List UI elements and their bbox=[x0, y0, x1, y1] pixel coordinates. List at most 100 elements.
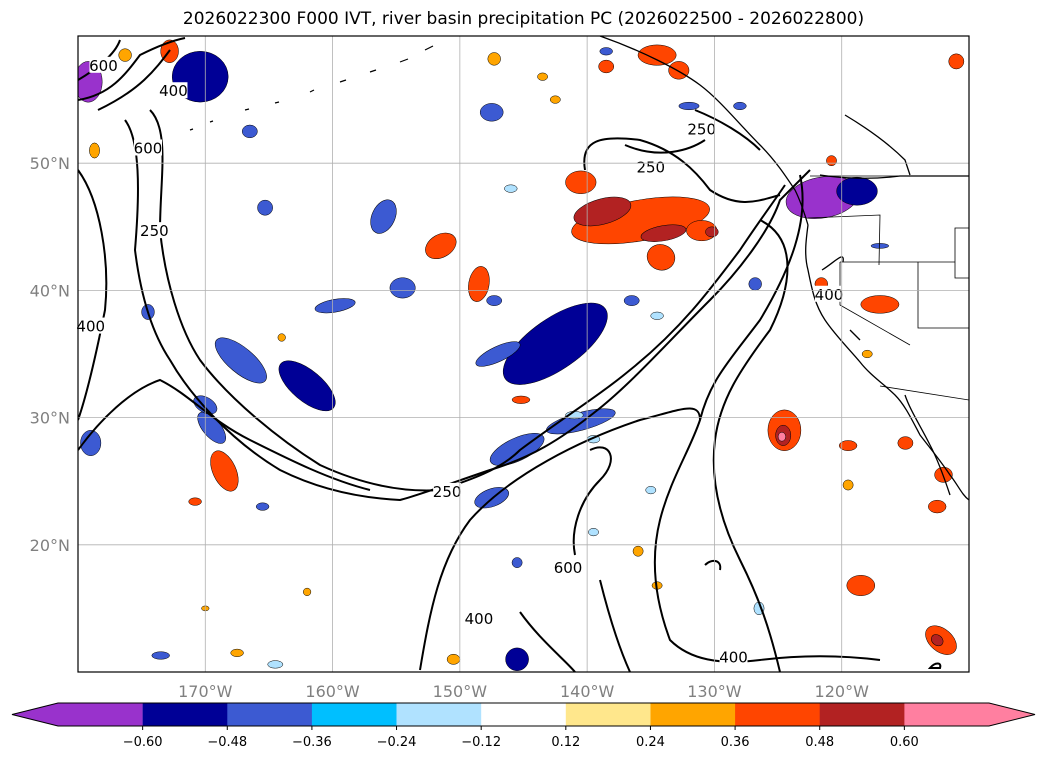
negative-pc-region bbox=[257, 199, 273, 216]
colorbar-tick-label: 0.60 bbox=[890, 735, 919, 750]
colorbar: −0.60 −0.48 −0.36 −0.24 −0.12 0.12 0.24 0.36 0.4… bbox=[11, 702, 1036, 750]
longitude-label: 120°W bbox=[815, 682, 870, 701]
longitude-label: 150°W bbox=[433, 682, 488, 701]
positive-pc-region bbox=[230, 648, 244, 657]
island-dot bbox=[399, 58, 409, 63]
positive-pc-region bbox=[777, 431, 786, 442]
border-line bbox=[954, 227, 969, 279]
positive-pc-region bbox=[446, 653, 461, 665]
negative-pc-region bbox=[80, 430, 102, 456]
contour-label-background bbox=[134, 139, 163, 156]
colorbar-segment bbox=[565, 703, 651, 726]
colorbar-extend-min bbox=[12, 703, 58, 726]
positive-pc-region bbox=[861, 349, 873, 359]
coastline bbox=[805, 224, 969, 501]
colorbar-segment bbox=[58, 703, 143, 726]
colorbar-segment bbox=[735, 703, 821, 726]
positive-pc-region bbox=[210, 450, 239, 492]
negative-pc-region bbox=[645, 486, 657, 495]
negative-pc-region bbox=[511, 557, 523, 568]
island-dot bbox=[189, 128, 194, 131]
negative-pc-region bbox=[623, 295, 640, 306]
positive-pc-region bbox=[549, 95, 561, 104]
contour-label-background bbox=[89, 56, 118, 73]
contour-label-background bbox=[636, 158, 665, 175]
positive-pc-region bbox=[928, 499, 947, 514]
contour-label: 600 bbox=[89, 57, 118, 75]
positive-pc-region bbox=[860, 295, 900, 314]
positive-pc-region bbox=[842, 479, 854, 491]
contour-label: 600 bbox=[554, 559, 583, 577]
latitude-labels: 50°N 40°N 30°N 20°N bbox=[30, 154, 70, 555]
negative-pc-region bbox=[389, 277, 416, 299]
border-line bbox=[807, 214, 881, 266]
coastline bbox=[821, 256, 844, 271]
negative-pc-region bbox=[255, 502, 270, 511]
island-dot bbox=[274, 101, 280, 104]
island-dot bbox=[369, 69, 377, 73]
colorbar-segment bbox=[396, 703, 482, 726]
positive-pc-region bbox=[838, 440, 858, 451]
contour-label: 250 bbox=[636, 159, 665, 177]
positive-pc-region bbox=[931, 634, 944, 647]
contour-label: 400 bbox=[719, 648, 748, 666]
contour-label: 600 bbox=[134, 139, 163, 157]
longitude-label: 140°W bbox=[560, 682, 615, 701]
contour-label-background bbox=[687, 120, 716, 137]
negative-pc-region bbox=[650, 311, 664, 320]
ivt-contours bbox=[78, 37, 942, 672]
positive-pc-region bbox=[948, 53, 965, 70]
positive-pc-region bbox=[511, 395, 531, 404]
ivt-contour-line bbox=[712, 219, 789, 672]
gridlines bbox=[78, 36, 969, 672]
negative-pc-region bbox=[502, 302, 608, 385]
contour-label: 400 bbox=[815, 286, 844, 304]
positive-pc-region bbox=[897, 436, 914, 450]
ivt-contour-line bbox=[519, 611, 576, 672]
map-frame bbox=[77, 35, 970, 673]
ivt-contour-line bbox=[97, 49, 171, 111]
coastline bbox=[849, 329, 861, 341]
positive-pc-region bbox=[425, 232, 457, 260]
negative-pc-region bbox=[278, 360, 336, 412]
ivt-contour-line bbox=[694, 109, 761, 151]
negative-pc-region bbox=[733, 101, 747, 111]
colorbar-tick-label: −0.48 bbox=[207, 735, 247, 750]
positive-pc-region bbox=[632, 545, 644, 557]
contour-label: 250 bbox=[140, 222, 169, 240]
positive-pc-region bbox=[705, 226, 719, 238]
positive-pc-region bbox=[537, 72, 548, 81]
negative-pc-region bbox=[370, 199, 397, 234]
latitude-label: 40°N bbox=[30, 281, 70, 300]
island-chain bbox=[189, 45, 434, 131]
ivt-contour-line bbox=[699, 174, 804, 421]
ivt-contour-line bbox=[583, 137, 781, 203]
state-borders bbox=[807, 175, 969, 401]
negative-pc-region bbox=[479, 103, 504, 122]
contour-label: 250 bbox=[687, 120, 716, 138]
positive-pc-region bbox=[668, 61, 690, 80]
negative-pc-region bbox=[504, 184, 518, 193]
positive-pc-region bbox=[277, 333, 286, 342]
colorbar-segment bbox=[904, 703, 989, 726]
island-dot bbox=[339, 79, 347, 83]
negative-pc-region bbox=[748, 277, 762, 291]
colorbar-tick-label: −0.36 bbox=[292, 735, 332, 750]
colorbar-segment bbox=[142, 703, 228, 726]
positive-pc-region bbox=[188, 497, 202, 506]
ivt-contour-line bbox=[704, 559, 722, 571]
contour-label: 250 bbox=[433, 483, 462, 501]
colorbar-segment bbox=[650, 703, 736, 726]
contour-label-background bbox=[433, 482, 462, 499]
contour-label-background bbox=[464, 610, 493, 627]
contour-label: 400 bbox=[465, 610, 494, 628]
contour-label-background bbox=[554, 559, 583, 576]
contour-label-background bbox=[159, 82, 188, 99]
coastline bbox=[599, 36, 809, 226]
longitude-labels: 170°W 160°W 150°W 140°W 130°W 120°W bbox=[178, 682, 869, 701]
negative-pc-region bbox=[588, 528, 599, 537]
colorbar-tick-label: 0.36 bbox=[721, 735, 750, 750]
positive-pc-region bbox=[846, 575, 876, 596]
ivt-contour-line bbox=[624, 139, 706, 154]
